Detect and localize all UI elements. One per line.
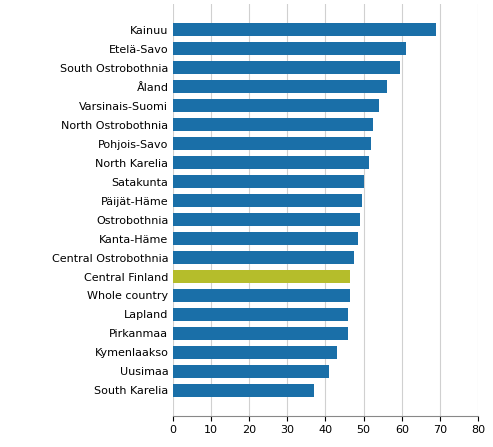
Bar xyxy=(173,308,348,321)
Bar xyxy=(173,194,362,207)
Bar xyxy=(173,365,329,378)
Bar xyxy=(173,213,360,226)
Bar xyxy=(173,384,314,397)
Bar xyxy=(173,23,436,37)
Bar xyxy=(173,156,369,169)
Bar xyxy=(173,175,363,188)
Bar xyxy=(173,80,387,93)
Bar xyxy=(173,251,354,264)
Bar xyxy=(173,327,348,340)
Bar xyxy=(173,137,371,150)
Bar xyxy=(173,232,358,245)
Bar xyxy=(173,42,406,55)
Bar xyxy=(173,289,350,302)
Bar xyxy=(173,118,373,131)
Bar xyxy=(173,270,350,283)
Bar xyxy=(173,61,400,74)
Bar xyxy=(173,99,379,112)
Bar xyxy=(173,346,337,359)
